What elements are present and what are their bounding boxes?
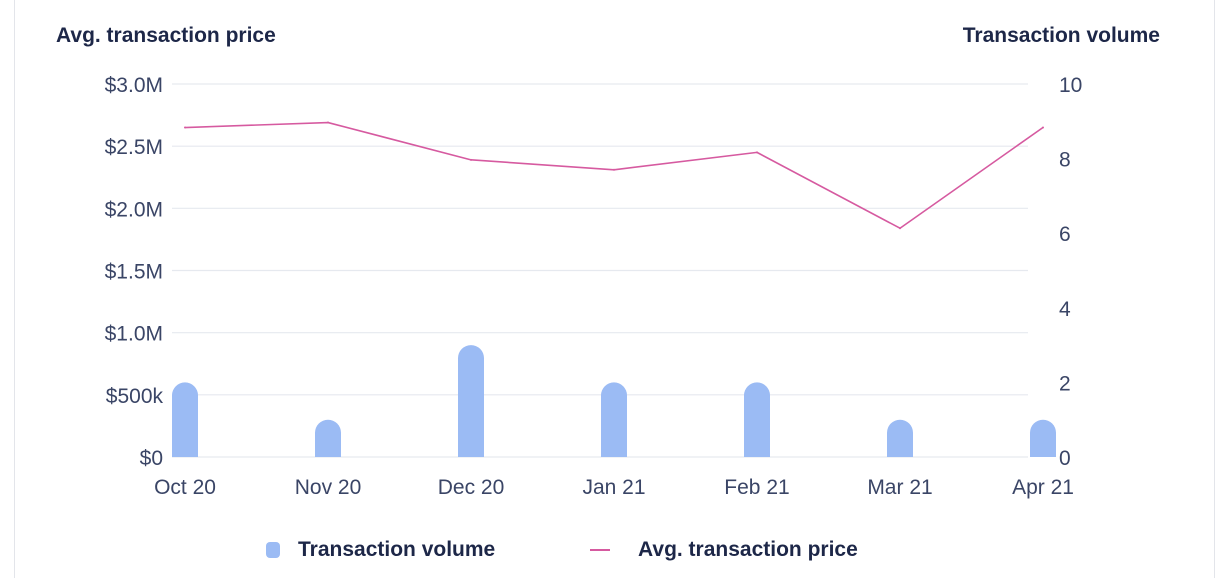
right-tick-label: 10 <box>1059 74 1082 97</box>
right-tick-label: 6 <box>1059 223 1071 246</box>
price-point[interactable] <box>184 126 186 129</box>
legend-volume-label: Transaction volume <box>298 538 496 561</box>
volume-bar[interactable] <box>744 382 770 457</box>
price-point[interactable] <box>1042 126 1044 129</box>
price-line[interactable] <box>184 121 1044 230</box>
left-tick-label: $2.5M <box>105 136 163 159</box>
price-point[interactable] <box>756 151 758 154</box>
right-tick-label: 0 <box>1059 447 1071 470</box>
x-tick-label: Nov 20 <box>295 476 362 499</box>
x-tick-label: Oct 20 <box>154 476 216 499</box>
volume-bar[interactable] <box>172 382 198 457</box>
volume-bars <box>172 345 1056 457</box>
price-line-layer <box>184 121 1044 230</box>
volume-bar[interactable] <box>1030 419 1056 457</box>
legend-item-volume[interactable]: Transaction volume <box>266 538 495 562</box>
left-tick-label: $1.0M <box>105 323 163 346</box>
x-tick-label: Dec 20 <box>438 476 505 499</box>
legend-item-price[interactable]: Avg. transaction price <box>590 538 858 562</box>
legend-price-label: Avg. transaction price <box>638 538 858 561</box>
x-tick-label: Jan 21 <box>582 476 645 499</box>
right-axis-ticks: 0 2 4 6 8 10 <box>1059 74 1082 470</box>
left-tick-label: $0 <box>140 447 163 470</box>
left-tick-label: $2.0M <box>105 198 163 221</box>
right-tick-label: 4 <box>1059 298 1071 321</box>
card-left-border <box>14 0 15 578</box>
volume-bar[interactable] <box>887 419 913 457</box>
volume-bar[interactable] <box>601 382 627 457</box>
chart-legend: Transaction volume Avg. transaction pric… <box>0 538 1230 568</box>
legend-bar-swatch <box>266 542 280 558</box>
right-tick-label: 2 <box>1059 372 1071 395</box>
left-axis-ticks: $0 $500k $1.0M $1.5M $2.0M $2.5M $3.0M <box>105 74 164 470</box>
volume-bar[interactable] <box>315 419 341 457</box>
right-axis-title: Transaction volume <box>962 24 1160 47</box>
x-axis-ticks: Oct 20 Nov 20 Dec 20 Jan 21 Feb 21 Mar 21 Apr … <box>154 476 1074 499</box>
left-tick-label: $500k <box>106 385 164 408</box>
x-tick-label: Mar 21 <box>867 476 932 499</box>
right-tick-label: 8 <box>1059 149 1071 172</box>
price-point[interactable] <box>613 168 615 171</box>
x-tick-label: Apr 21 <box>1012 476 1074 499</box>
left-tick-label: $3.0M <box>105 74 163 97</box>
grid-lines <box>172 83 1028 458</box>
left-tick-label: $1.5M <box>105 261 163 284</box>
left-axis-title: Avg. transaction price <box>56 24 276 47</box>
volume-bar[interactable] <box>458 345 484 457</box>
price-point[interactable] <box>899 227 901 230</box>
price-point[interactable] <box>327 121 329 124</box>
card-right-border <box>1214 0 1215 578</box>
legend-line-swatch <box>590 549 610 551</box>
price-point[interactable] <box>470 158 472 161</box>
x-tick-label: Feb 21 <box>724 476 789 499</box>
